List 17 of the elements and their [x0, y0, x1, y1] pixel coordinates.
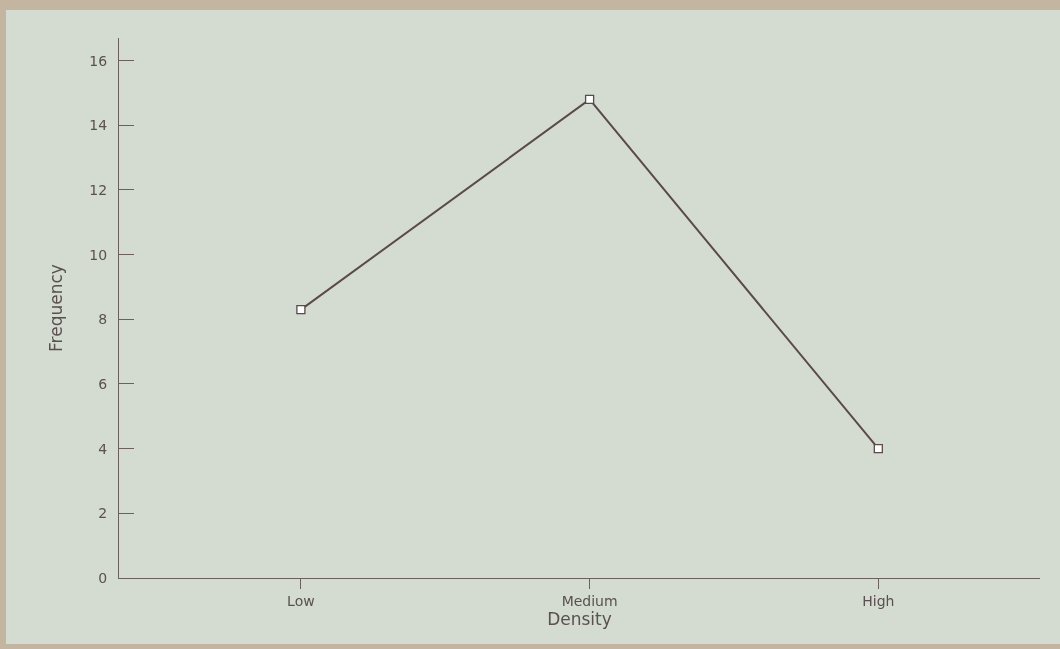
y-tick-label: 4 [98, 440, 108, 457]
y-tick-label: 10 [89, 246, 108, 263]
x-tick-label: Medium [561, 592, 618, 609]
y-tick-label: 14 [89, 117, 108, 134]
point [873, 444, 883, 454]
y-tick-label: 16 [89, 52, 108, 69]
x-axis-title: Density [547, 608, 612, 629]
y-axis-title: Frequency [45, 264, 66, 352]
y-tick-label: 2 [98, 505, 108, 522]
y-tick-label: 8 [98, 311, 108, 328]
y-tick-label: 0 [98, 569, 108, 586]
point [296, 304, 306, 315]
x-tick-label: High [862, 592, 895, 609]
y-tick-label: 12 [89, 181, 108, 198]
y-tick-label: 6 [98, 375, 108, 392]
x-tick-label: Low [287, 592, 315, 609]
point [584, 94, 595, 105]
